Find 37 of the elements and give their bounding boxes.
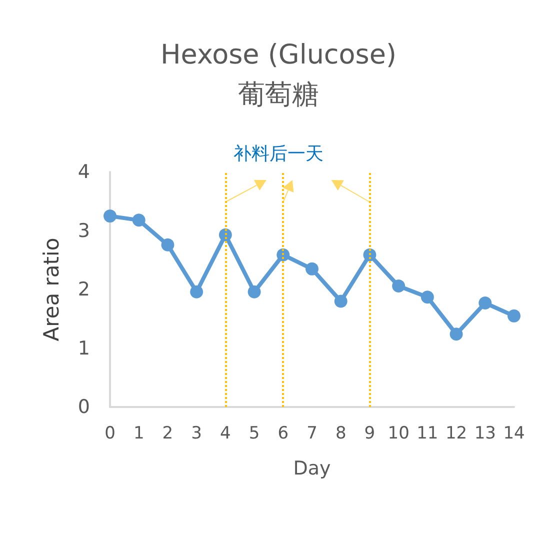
x-tick-label: 9 [364, 424, 376, 444]
y-axis-title: Area ratio [40, 238, 64, 342]
point [508, 309, 520, 322]
point [104, 210, 116, 223]
x-tick-label: 1 [133, 424, 144, 444]
x-tick-label: 12 [445, 424, 468, 444]
point [218, 228, 232, 242]
point [420, 290, 434, 304]
x-axis-title: Day [293, 458, 331, 480]
x-tick-label: 7 [306, 424, 318, 444]
x-tick-label: 4 [220, 424, 231, 444]
y-tick-label: 3 [78, 220, 90, 242]
point [161, 238, 174, 252]
x-tick-label: 8 [335, 424, 346, 444]
point [132, 214, 146, 227]
point [478, 296, 492, 310]
point [248, 285, 261, 298]
x-tick-label: 5 [248, 424, 260, 444]
y-tick-label: 1 [78, 337, 90, 360]
text: 补料后一天 [234, 144, 324, 164]
point [334, 294, 348, 308]
x-tick-label: 2 [162, 424, 174, 444]
x-tick-label: 10 [388, 424, 410, 444]
point [392, 279, 406, 292]
x-tick-label: 11 [416, 424, 438, 444]
x-tick-label: 6 [278, 424, 289, 444]
x-tick-label: 14 [503, 424, 525, 444]
y-tick-label: 4 [78, 161, 90, 183]
point [190, 285, 204, 298]
point [306, 262, 318, 276]
x-tick-label: 0 [104, 424, 116, 444]
x-tick-label: 3 [191, 424, 202, 444]
y-tick-label: 2 [78, 278, 90, 300]
x-tick-label: 13 [474, 424, 496, 444]
chart-title: Hexose (Glucose) 葡萄糖 [160, 40, 397, 110]
point [450, 328, 463, 341]
y-tick-label: 0 [78, 396, 90, 418]
